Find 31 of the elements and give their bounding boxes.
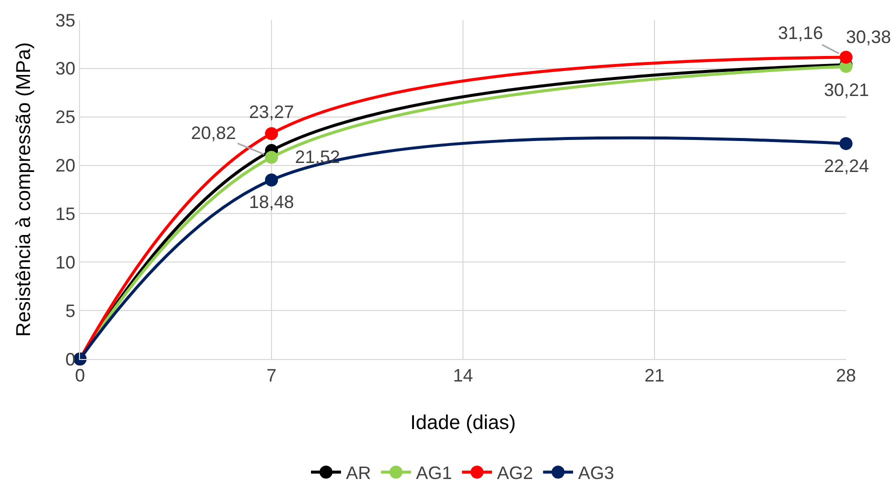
point xyxy=(840,137,852,150)
x-tick-label: 14 xyxy=(452,366,474,386)
point xyxy=(265,127,278,140)
data-label: 21,52 xyxy=(295,147,340,167)
legend-label: AG3 xyxy=(578,463,614,484)
x-axis-title: Idade (dias) xyxy=(410,412,516,434)
point xyxy=(265,174,278,187)
point xyxy=(265,150,278,164)
x-tick-label: 21 xyxy=(644,366,665,386)
x-tick-label: 28 xyxy=(836,366,856,386)
y-tick-label: 15 xyxy=(55,204,76,224)
point xyxy=(840,50,852,64)
legend-label: AG1 xyxy=(416,463,452,484)
data-label: 30,21 xyxy=(824,80,870,100)
legend-label: AG2 xyxy=(497,463,534,484)
data-label: 31,16 xyxy=(778,23,824,43)
data-label: 20,82 xyxy=(191,123,236,143)
data-label: 23,27 xyxy=(249,102,294,122)
y-tick-label: 30 xyxy=(55,58,76,79)
y-tick-label: 20 xyxy=(55,156,76,176)
y-tick-label: 0 xyxy=(65,349,76,370)
y-tick-label: 35 xyxy=(55,10,76,30)
data-label: 18,48 xyxy=(249,192,294,212)
data-label: 22,24 xyxy=(824,156,870,176)
y-tick-label: 5 xyxy=(65,300,76,321)
y-tick-label: 25 xyxy=(55,107,76,128)
y-axis-title: Resistência à compressão (MPa) xyxy=(13,42,35,337)
x-tick-label: 7 xyxy=(266,366,277,386)
y-tick-label: 10 xyxy=(55,252,76,272)
legend-label: AR xyxy=(346,463,372,484)
data-label: 30,38 xyxy=(846,27,892,47)
